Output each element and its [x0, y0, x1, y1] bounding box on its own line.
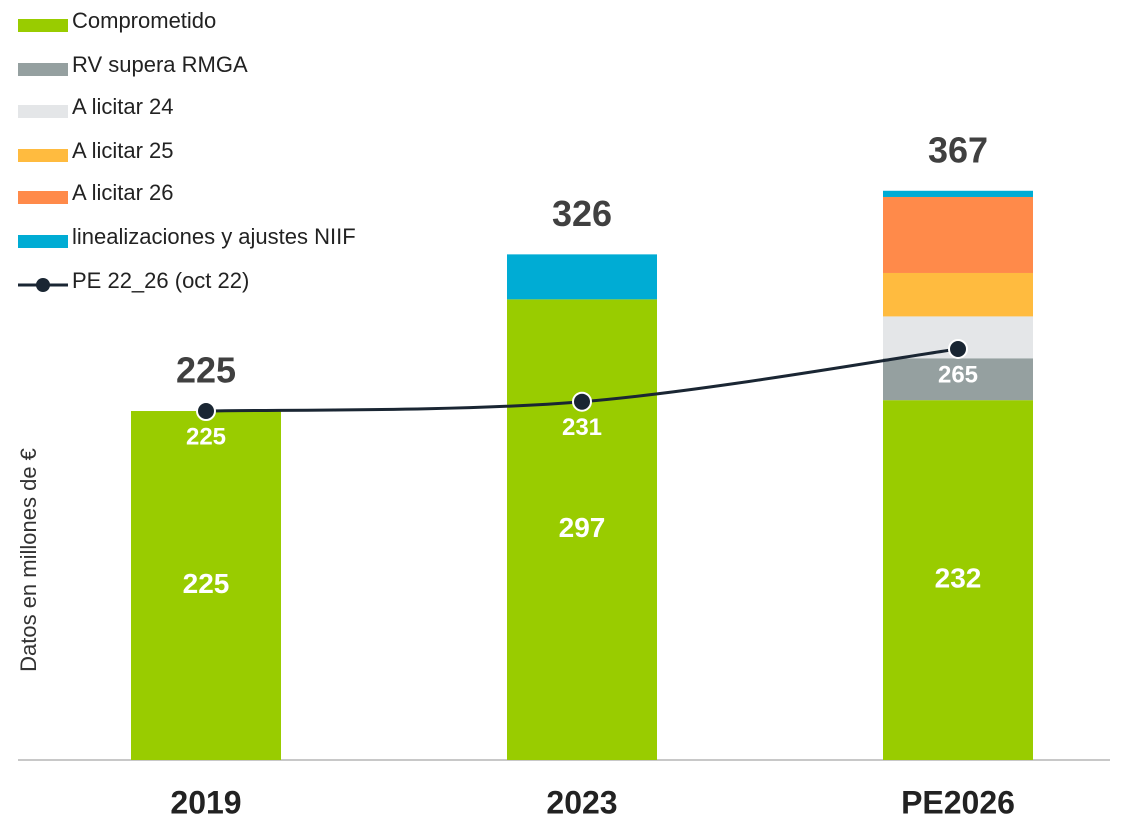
legend-swatch [18, 235, 68, 248]
bar-segment [883, 190, 1033, 197]
x-tick-label: 2023 [546, 784, 617, 816]
bar-segment [507, 254, 657, 300]
total-label: 367 [928, 129, 988, 170]
line-label: 265 [938, 361, 978, 388]
legend-label: PE 22_26 (oct 22) [72, 268, 249, 293]
legend-swatch [18, 149, 68, 162]
legend-swatch [18, 19, 68, 32]
legend-label: Comprometido [72, 8, 216, 33]
legend-swatch [18, 63, 68, 76]
bar-segment [883, 400, 1033, 760]
y-axis-label: Datos en millones de € [16, 448, 41, 672]
data-label: 225 [183, 568, 230, 599]
line-marker [572, 391, 592, 412]
bar-segment [883, 358, 1033, 401]
line-label: 225 [186, 423, 226, 450]
legend-label: A licitar 24 [72, 94, 174, 119]
legend-swatch [18, 105, 68, 118]
total-label: 225 [176, 350, 236, 391]
line-marker [948, 338, 968, 359]
data-label: 297 [559, 512, 606, 543]
legend-label: A licitar 26 [72, 180, 174, 205]
bar-segment [507, 299, 657, 760]
bar-segment [883, 196, 1033, 273]
data-label: 232 [935, 562, 982, 593]
bar-segment [131, 411, 281, 760]
x-tick-label: 2019 [170, 784, 241, 816]
total-label: 326 [552, 193, 612, 234]
bar-segment [883, 272, 1033, 317]
line-label: 231 [562, 414, 602, 441]
legend-swatch [36, 278, 50, 292]
legend-label: linealizaciones y ajustes NIIF [72, 224, 356, 249]
line-marker [196, 401, 216, 422]
x-tick-label: PE2026 [901, 784, 1015, 816]
legend-swatch [18, 191, 68, 204]
legend-label: RV supera RMGA [72, 52, 248, 77]
legend-label: A licitar 25 [72, 138, 174, 163]
